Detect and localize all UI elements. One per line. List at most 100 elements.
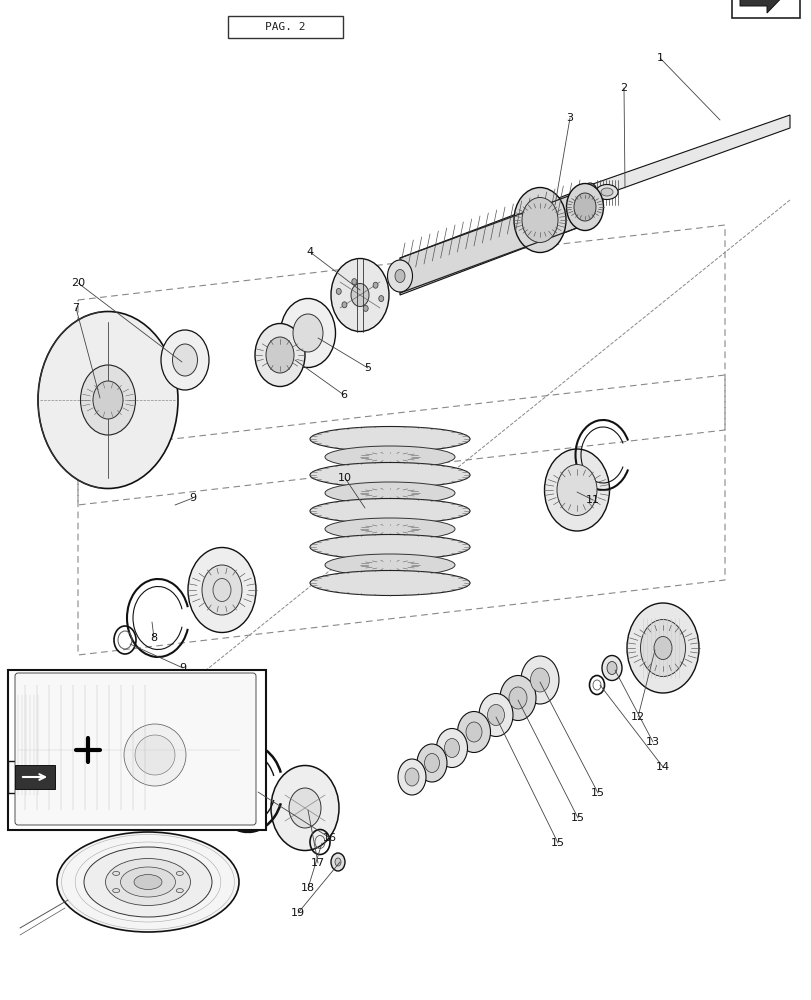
Ellipse shape [212, 578, 230, 601]
Ellipse shape [280, 298, 335, 367]
Text: 20: 20 [71, 278, 85, 288]
Text: 8: 8 [150, 633, 157, 643]
Ellipse shape [336, 288, 341, 294]
Ellipse shape [363, 305, 367, 311]
Ellipse shape [500, 676, 535, 720]
Polygon shape [15, 765, 55, 789]
Ellipse shape [436, 728, 467, 768]
Ellipse shape [640, 619, 684, 676]
Ellipse shape [341, 302, 346, 308]
Ellipse shape [653, 636, 672, 660]
Ellipse shape [351, 279, 356, 285]
Text: 5: 5 [364, 363, 371, 373]
Ellipse shape [57, 832, 238, 932]
Ellipse shape [176, 871, 183, 875]
Bar [8, 761, 68, 793]
Text: 17: 17 [311, 858, 324, 868]
Ellipse shape [310, 534, 470, 560]
Polygon shape [400, 188, 584, 295]
Bar [8, 670, 266, 830]
Ellipse shape [582, 183, 596, 201]
Ellipse shape [135, 735, 175, 775]
Ellipse shape [84, 847, 212, 917]
Text: 9: 9 [179, 663, 187, 673]
Text: 19: 19 [290, 908, 305, 918]
Ellipse shape [350, 284, 368, 306]
Ellipse shape [310, 570, 470, 595]
Ellipse shape [521, 198, 557, 243]
Ellipse shape [105, 858, 191, 906]
Ellipse shape [172, 344, 197, 376]
Ellipse shape [113, 889, 119, 893]
Ellipse shape [457, 711, 490, 752]
Ellipse shape [38, 312, 178, 488]
Text: 11: 11 [586, 495, 599, 505]
Ellipse shape [80, 365, 135, 435]
Text: 16: 16 [323, 833, 337, 843]
Ellipse shape [530, 668, 549, 692]
Ellipse shape [595, 185, 617, 200]
Ellipse shape [293, 314, 323, 352]
Ellipse shape [387, 260, 412, 292]
Bar [731, 0, 799, 18]
Polygon shape [739, 0, 791, 13]
Text: 10: 10 [337, 473, 351, 483]
Text: 18: 18 [301, 883, 315, 893]
Ellipse shape [513, 188, 565, 253]
Ellipse shape [607, 662, 616, 674]
FancyBboxPatch shape [15, 673, 255, 825]
Ellipse shape [124, 724, 186, 786]
Ellipse shape [626, 603, 698, 693]
Ellipse shape [134, 874, 162, 890]
Bar [228, 16, 342, 38]
Ellipse shape [444, 738, 459, 758]
Text: 1: 1 [655, 53, 663, 63]
Ellipse shape [324, 518, 454, 540]
Ellipse shape [466, 722, 482, 742]
Text: 6: 6 [340, 390, 347, 400]
Ellipse shape [394, 269, 405, 282]
Ellipse shape [331, 258, 388, 332]
Polygon shape [590, 115, 789, 200]
Ellipse shape [478, 694, 513, 736]
Ellipse shape [521, 656, 558, 704]
Ellipse shape [113, 871, 119, 875]
Ellipse shape [378, 296, 384, 302]
Ellipse shape [310, 498, 470, 524]
Text: PAG. 2: PAG. 2 [265, 22, 306, 32]
Text: 14: 14 [655, 762, 669, 772]
Text: 15: 15 [570, 813, 584, 823]
Text: 4: 4 [306, 247, 313, 257]
Ellipse shape [324, 446, 454, 468]
Ellipse shape [566, 184, 603, 231]
Ellipse shape [573, 193, 595, 221]
Ellipse shape [310, 462, 470, 488]
Text: 13: 13 [646, 737, 659, 747]
Ellipse shape [331, 853, 345, 871]
Ellipse shape [310, 426, 470, 452]
Ellipse shape [188, 548, 255, 633]
Ellipse shape [544, 449, 609, 531]
Ellipse shape [93, 381, 122, 419]
Ellipse shape [600, 188, 612, 196]
Ellipse shape [335, 858, 341, 866]
Text: 3: 3 [566, 113, 573, 123]
Ellipse shape [556, 464, 596, 516]
Ellipse shape [397, 759, 426, 795]
Ellipse shape [508, 687, 526, 709]
Text: 12: 12 [630, 712, 644, 722]
Ellipse shape [324, 554, 454, 576]
Ellipse shape [405, 768, 418, 786]
Ellipse shape [424, 754, 439, 772]
Text: 9: 9 [189, 493, 196, 503]
Text: 7: 7 [72, 303, 79, 313]
Ellipse shape [271, 766, 338, 850]
Ellipse shape [487, 704, 504, 725]
Text: 15: 15 [551, 838, 564, 848]
Ellipse shape [255, 324, 305, 386]
Ellipse shape [372, 282, 378, 288]
Ellipse shape [417, 744, 446, 782]
Text: 2: 2 [620, 83, 627, 93]
Ellipse shape [266, 337, 294, 373]
Ellipse shape [120, 867, 175, 897]
